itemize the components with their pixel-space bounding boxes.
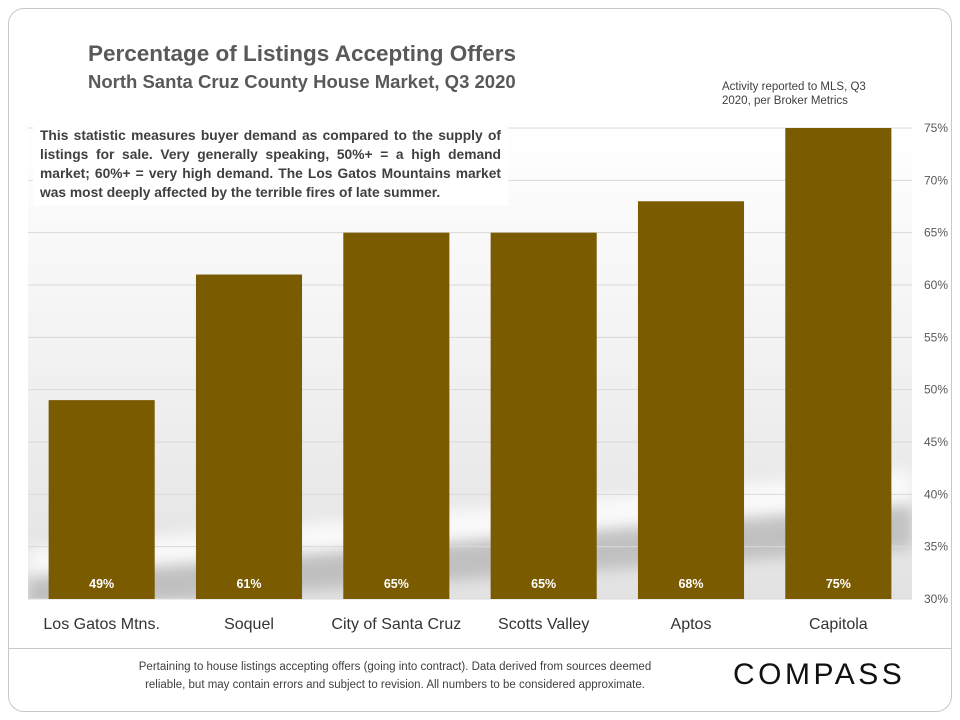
data-label: 49% [89,577,114,591]
y-tick-label: 55% [924,330,948,344]
y-tick-label: 45% [924,435,948,449]
y-tick-label: 75% [924,121,948,135]
bar [785,128,892,599]
source-note: Activity reported to MLS, Q3 2020, per B… [722,81,866,107]
chart-subtitle: North Santa Cruz County House Market, Q3… [88,71,516,92]
bar [343,232,450,599]
x-category-label: Scotts Valley [498,616,589,633]
x-axis: Los Gatos Mtns. Soquel City of Santa Cruz S… [43,616,867,633]
compass-logo: COMPASS [733,658,906,691]
y-tick-label: 70% [924,173,948,187]
data-labels: 49% 61% 65% 65% 68% 75% [89,577,851,591]
x-category-label: Aptos [671,616,712,633]
chart-title: Percentage of Listings Accepting Offers [88,41,517,66]
x-category-label: City of Santa Cruz [331,616,461,633]
y-tick-label: 40% [924,487,948,501]
y-tick-label: 60% [924,278,948,292]
data-label: 65% [384,577,409,591]
data-label: 68% [678,577,703,591]
commentary-textbox: This statistic measures buyer demand as … [33,122,508,206]
y-tick-label: 50% [924,383,948,397]
footer-divider [8,648,952,649]
data-label: 75% [826,577,851,591]
x-category-label: Los Gatos Mtns. [43,616,160,633]
data-label: 61% [236,577,261,591]
y-axis: 30% 35% 40% 45% 50% 55% 60% 65% 70% 75% [924,121,948,606]
x-category-label: Soquel [224,616,274,633]
y-tick-label: 30% [924,592,948,606]
x-category-label: Capitola [809,616,868,633]
bar [637,201,745,599]
data-label: 65% [531,577,556,591]
disclaimer-text: Pertaining to house listings accepting o… [138,661,652,691]
bar-series [48,128,892,599]
bar [48,400,155,599]
y-tick-label: 65% [924,226,948,240]
bar [195,274,303,599]
slide-frame [8,8,952,712]
bar [490,232,597,599]
y-tick-label: 35% [924,540,948,554]
